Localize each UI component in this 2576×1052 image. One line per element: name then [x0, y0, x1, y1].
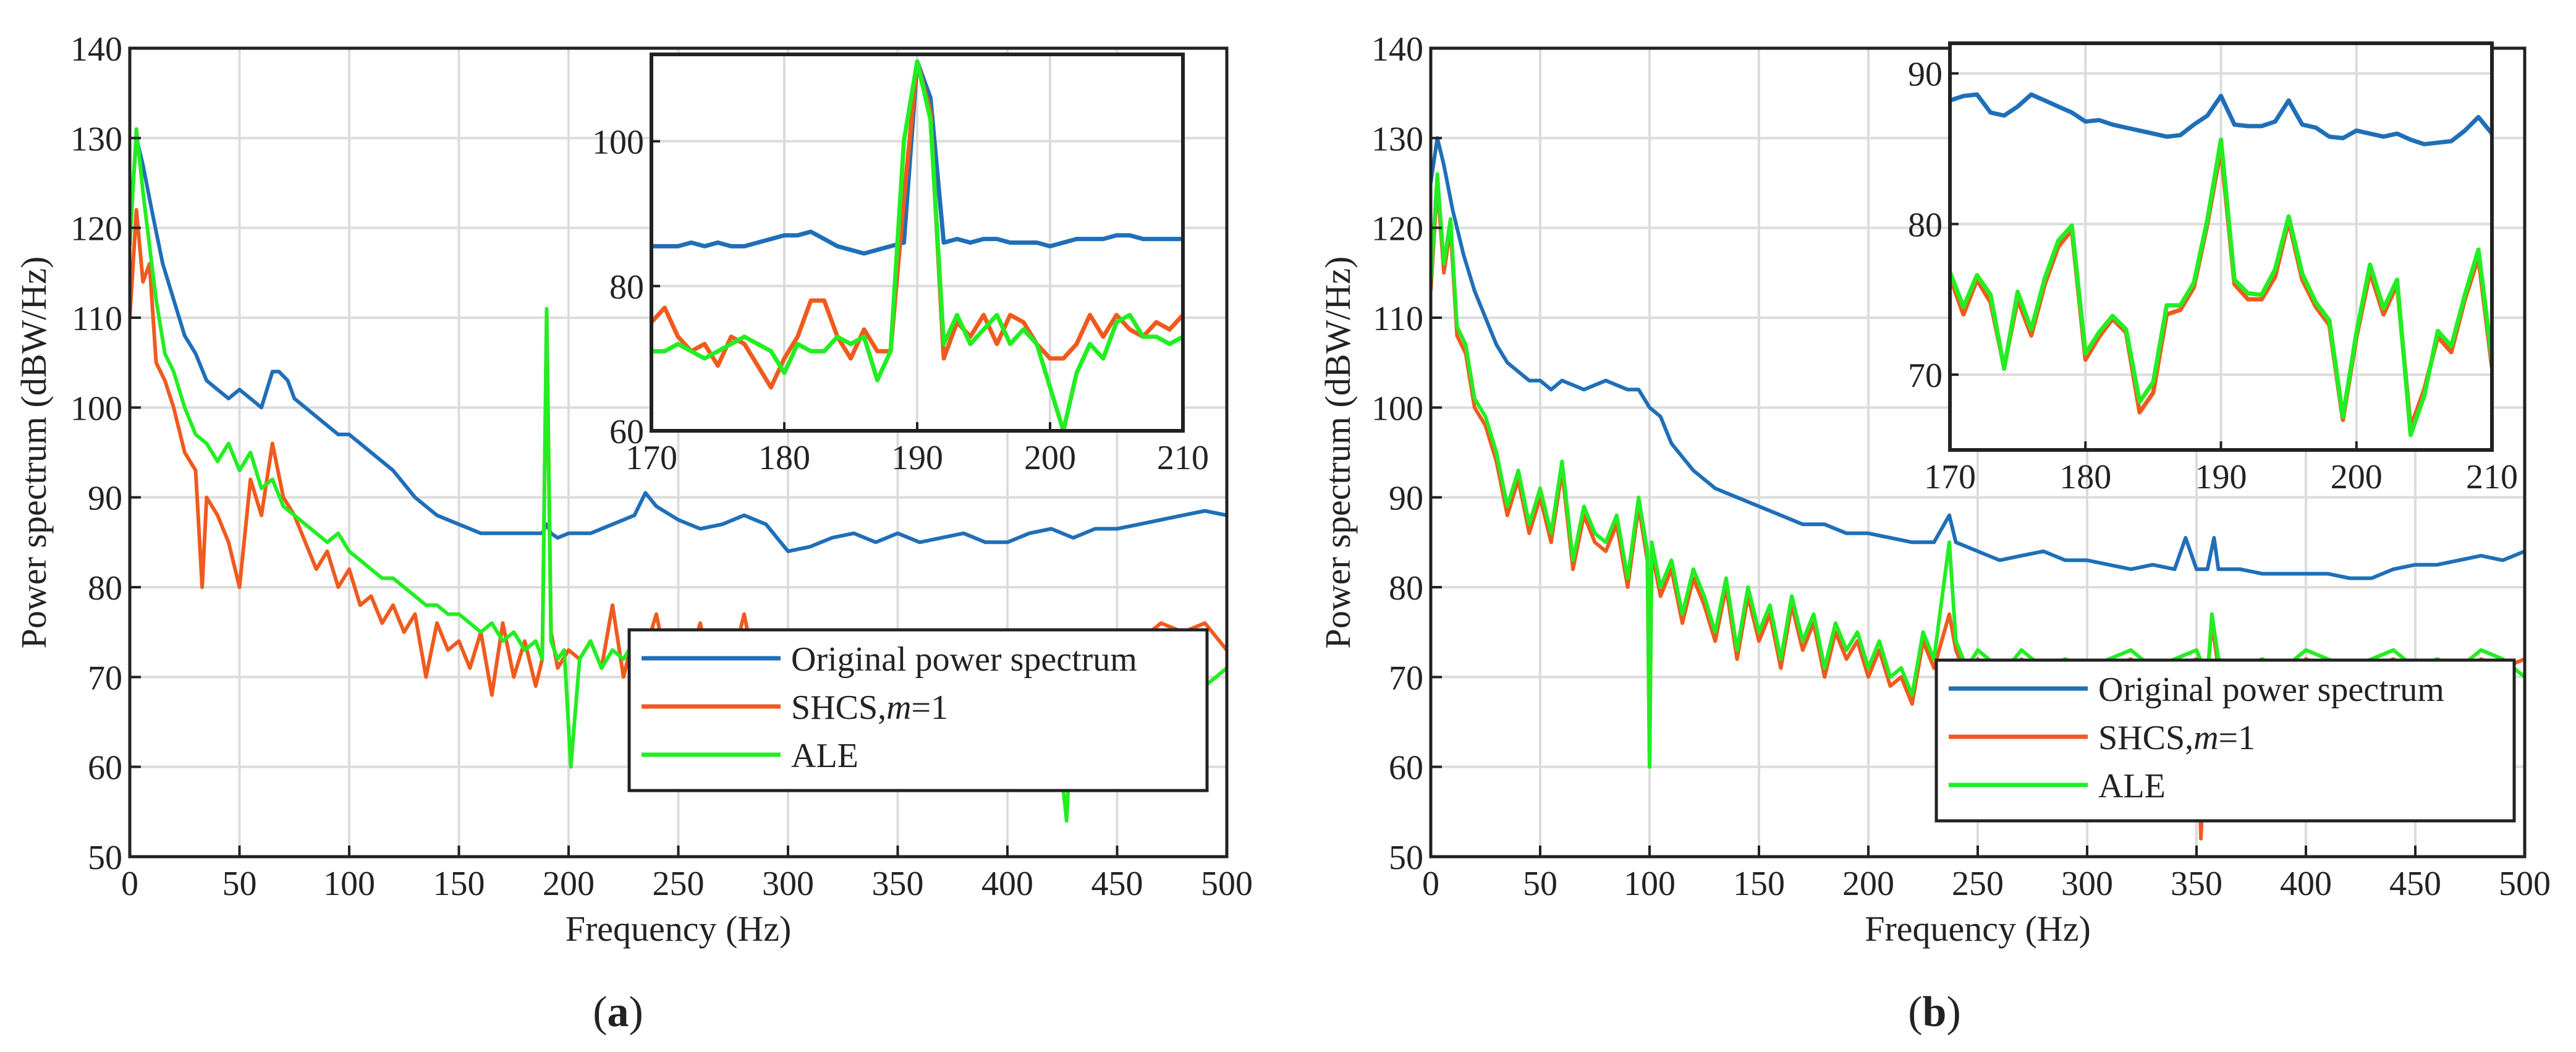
- y-tick-label: 100: [70, 389, 122, 428]
- y-tick-label: 130: [1371, 120, 1423, 158]
- y-tick-label: 120: [70, 210, 122, 248]
- x-tick-label: 500: [2499, 865, 2551, 903]
- x-tick-label: 100: [323, 865, 375, 903]
- y-tick-label: 90: [1389, 480, 1423, 518]
- x-tick-label: 250: [653, 865, 705, 903]
- y-tick-label: 70: [88, 659, 122, 697]
- legend-label: ALE: [791, 737, 858, 775]
- inset-y-tick-label: 80: [1908, 206, 1943, 244]
- inset-x-tick-label: 180: [2059, 458, 2111, 496]
- x-tick-label: 0: [1422, 865, 1439, 903]
- inset-zoom-a: 170 180 190 200 210 60 80 100: [592, 53, 1209, 477]
- y-tick-label: 120: [1371, 210, 1423, 248]
- y-tick-label: 110: [1373, 300, 1423, 338]
- x-tick-label: 450: [1091, 865, 1143, 903]
- x-tick-label: 300: [762, 865, 814, 903]
- x-tick-label: 450: [2389, 865, 2441, 903]
- x-tick-label: 200: [543, 865, 595, 903]
- x-axis-label: Frequency (Hz): [1865, 909, 2091, 949]
- inset-x-tick-label: 190: [2195, 458, 2247, 496]
- y-tick-label: 60: [88, 749, 122, 787]
- y-axis-label: Power spectrum (dBW/Hz): [14, 257, 54, 649]
- x-tick-label: 350: [872, 865, 924, 903]
- inset-y-tick-label: 80: [609, 268, 644, 307]
- x-tick-label: 150: [433, 865, 485, 903]
- inset-x-tick-label: 210: [1157, 439, 1209, 477]
- y-axis-label: Power spectrum (dBW/Hz): [1318, 257, 1358, 649]
- y-tick-label: 50: [1389, 839, 1423, 877]
- y-tick-label: 100: [1371, 389, 1423, 428]
- y-tick-label: 90: [88, 480, 122, 518]
- x-tick-label: 350: [2171, 865, 2222, 903]
- x-tick-label: 150: [1733, 865, 1785, 903]
- inset-y-tick-label: 90: [1908, 56, 1943, 94]
- inset-y-tick-label: 100: [592, 124, 644, 162]
- panel-caption: (a): [593, 988, 643, 1036]
- legend: Original power spectrum SHCS,m=1 ALE: [1934, 658, 2516, 823]
- x-tick-label: 250: [1952, 865, 2004, 903]
- x-tick-label: 100: [1624, 865, 1676, 903]
- y-tick-label: 70: [1389, 659, 1423, 697]
- x-tick-label: 200: [1842, 865, 1894, 903]
- x-tick-label: 400: [2280, 865, 2332, 903]
- inset-x-tick-label: 170: [625, 439, 677, 477]
- legend-label: SHCS,m=1: [791, 689, 948, 727]
- inset-x-tick-label: 200: [2331, 458, 2383, 496]
- x-tick-label: 50: [1523, 865, 1557, 903]
- y-tick-label: 110: [72, 300, 122, 338]
- inset-x-tick-label: 180: [758, 439, 810, 477]
- y-tick-label: 80: [1389, 569, 1423, 608]
- x-tick-label: 0: [121, 865, 138, 903]
- inset-series-line-original: [1950, 92, 2492, 146]
- inset-y-tick-label: 60: [609, 413, 644, 451]
- series-line-original: [1431, 136, 2525, 580]
- x-tick-label: 500: [1201, 865, 1253, 903]
- x-axis-label: Frequency (Hz): [566, 909, 792, 949]
- y-tick-label: 140: [70, 30, 122, 69]
- x-tick-label: 400: [981, 865, 1033, 903]
- legend-label: Original power spectrum: [2098, 671, 2444, 709]
- inset-x-tick-label: 170: [1924, 458, 1976, 496]
- legend-label: SHCS,m=1: [2098, 719, 2255, 757]
- y-tick-label: 50: [88, 839, 122, 877]
- inset-series-line-ale: [1950, 137, 2492, 438]
- chart-panel-a: 0 50 100 150 200 250 300 350 400 450 5005060708090…: [14, 30, 1253, 1036]
- y-tick-label: 130: [70, 120, 122, 158]
- chart-panel-b: 0 50 100 150 200 250 300 350 400 450 5005060708090…: [1318, 30, 2551, 1036]
- legend-label: ALE: [2098, 767, 2166, 805]
- inset-zoom-b: 170 180 190 200 210 70 80 90: [1908, 41, 2518, 496]
- y-tick-label: 140: [1371, 30, 1423, 69]
- legend-label: Original power spectrum: [791, 640, 1137, 679]
- x-tick-label: 300: [2061, 865, 2113, 903]
- inset-series-line-ale: [651, 59, 1183, 431]
- inset-x-tick-label: 200: [1024, 439, 1076, 477]
- y-tick-label: 60: [1389, 749, 1423, 787]
- inset-x-tick-label: 210: [2466, 458, 2518, 496]
- legend: Original power spectrum SHCS,m=1 ALE: [627, 628, 1209, 792]
- inset-x-tick-label: 190: [891, 439, 943, 477]
- y-tick-label: 80: [88, 569, 122, 608]
- panel-caption: (b): [1908, 988, 1961, 1036]
- inset-y-tick-label: 70: [1908, 357, 1943, 395]
- x-tick-label: 50: [222, 865, 257, 903]
